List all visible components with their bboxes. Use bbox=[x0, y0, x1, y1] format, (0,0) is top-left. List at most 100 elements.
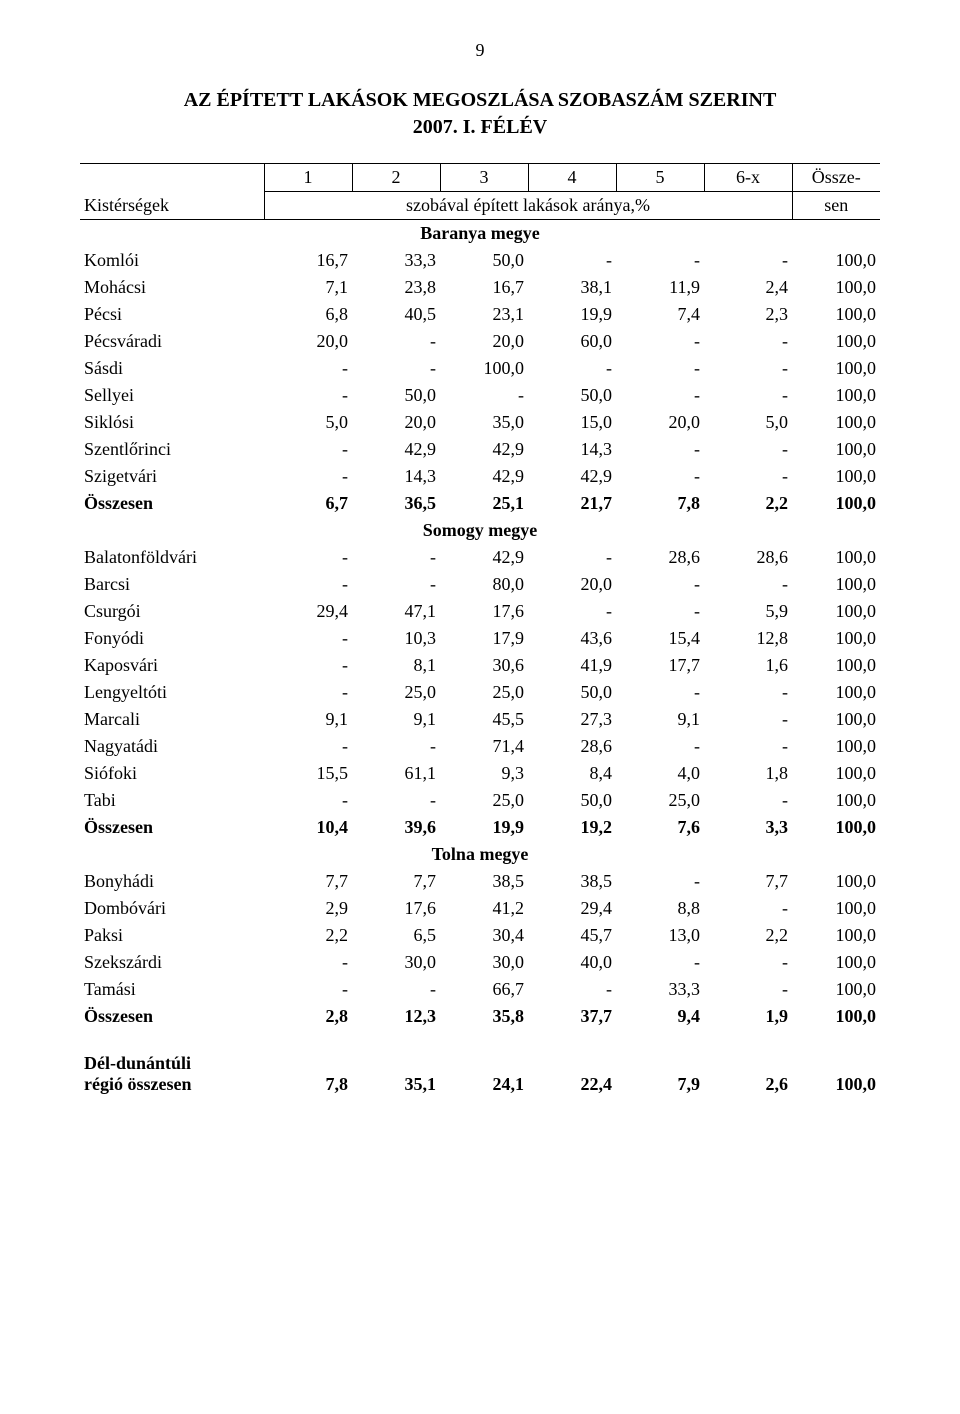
cell-value: 20,0 bbox=[264, 328, 352, 355]
cell-value: 6,8 bbox=[264, 301, 352, 328]
row-label: Sellyei bbox=[80, 382, 264, 409]
page-title-line2: 2007. I. FÉLÉV bbox=[80, 116, 880, 139]
cell-value: 100,0 bbox=[792, 733, 880, 760]
row-label: Siklósi bbox=[80, 409, 264, 436]
cell-value: 100,0 bbox=[792, 1050, 880, 1098]
cell-value: 42,9 bbox=[440, 544, 528, 571]
table-row: Fonyódi-10,317,943,615,412,8100,0 bbox=[80, 625, 880, 652]
table-row: Pécsváradi20,0-20,060,0--100,0 bbox=[80, 328, 880, 355]
cell-value: 80,0 bbox=[440, 571, 528, 598]
cell-value: - bbox=[616, 598, 704, 625]
cell-value: 15,4 bbox=[616, 625, 704, 652]
cell-value: - bbox=[264, 571, 352, 598]
cell-value: - bbox=[704, 976, 792, 1003]
cell-value: 60,0 bbox=[528, 328, 616, 355]
cell-value: 14,3 bbox=[352, 463, 440, 490]
cell-value: 33,3 bbox=[352, 247, 440, 274]
cell-value: - bbox=[616, 355, 704, 382]
table-row: Csurgói29,447,117,6--5,9100,0 bbox=[80, 598, 880, 625]
cell-value: 42,9 bbox=[352, 436, 440, 463]
cell-value: 6,7 bbox=[264, 490, 352, 517]
cell-value: 20,0 bbox=[616, 409, 704, 436]
document-page: 9 AZ ÉPÍTETT LAKÁSOK MEGOSZLÁSA SZOBASZÁ… bbox=[0, 0, 960, 1414]
table-row: Pécsi6,840,523,119,97,42,3100,0 bbox=[80, 301, 880, 328]
cell-value: 5,9 bbox=[704, 598, 792, 625]
cell-value: 61,1 bbox=[352, 760, 440, 787]
table-row: Összesen2,812,335,837,79,41,9100,0 bbox=[80, 1003, 880, 1030]
cell-value: 29,4 bbox=[528, 895, 616, 922]
cell-value: 100,0 bbox=[440, 355, 528, 382]
header-szobaval: szobával épített lakások aránya,% bbox=[264, 192, 792, 220]
cell-value: - bbox=[352, 787, 440, 814]
section-title-row: Somogy megye bbox=[80, 517, 880, 544]
cell-value: 9,3 bbox=[440, 760, 528, 787]
section-title-row: Baranya megye bbox=[80, 220, 880, 248]
cell-value: 7,4 bbox=[616, 301, 704, 328]
table-row: Szentlőrinci-42,942,914,3--100,0 bbox=[80, 436, 880, 463]
cell-value: 42,9 bbox=[440, 463, 528, 490]
header-col-3: 3 bbox=[440, 164, 528, 192]
cell-value: - bbox=[264, 733, 352, 760]
cell-value: 37,7 bbox=[528, 1003, 616, 1030]
table-row: Siklósi5,020,035,015,020,05,0100,0 bbox=[80, 409, 880, 436]
table-row: Összesen10,439,619,919,27,63,3100,0 bbox=[80, 814, 880, 841]
cell-value: 2,8 bbox=[264, 1003, 352, 1030]
table-body: Baranya megyeKomlói16,733,350,0---100,0M… bbox=[80, 220, 880, 1099]
cell-value: - bbox=[264, 976, 352, 1003]
cell-value: 45,7 bbox=[528, 922, 616, 949]
cell-value: 100,0 bbox=[792, 436, 880, 463]
cell-value: - bbox=[616, 247, 704, 274]
cell-value: 42,9 bbox=[528, 463, 616, 490]
cell-value: 45,5 bbox=[440, 706, 528, 733]
cell-value: 3,3 bbox=[704, 814, 792, 841]
cell-value: 23,1 bbox=[440, 301, 528, 328]
cell-value: - bbox=[704, 463, 792, 490]
row-label: Komlói bbox=[80, 247, 264, 274]
cell-value: - bbox=[704, 949, 792, 976]
cell-value: 100,0 bbox=[792, 463, 880, 490]
cell-value: - bbox=[352, 571, 440, 598]
cell-value: 19,9 bbox=[528, 301, 616, 328]
row-label: Csurgói bbox=[80, 598, 264, 625]
cell-value: 30,4 bbox=[440, 922, 528, 949]
cell-value: 38,5 bbox=[528, 868, 616, 895]
cell-value: 35,0 bbox=[440, 409, 528, 436]
cell-value: - bbox=[352, 976, 440, 1003]
cell-value: 30,6 bbox=[440, 652, 528, 679]
cell-value: - bbox=[264, 949, 352, 976]
cell-value: 21,7 bbox=[528, 490, 616, 517]
cell-value: - bbox=[616, 679, 704, 706]
cell-value: 10,3 bbox=[352, 625, 440, 652]
table-row: Bonyhádi7,77,738,538,5-7,7100,0 bbox=[80, 868, 880, 895]
cell-value: - bbox=[616, 733, 704, 760]
cell-value: 4,0 bbox=[616, 760, 704, 787]
cell-value: 27,3 bbox=[528, 706, 616, 733]
row-label: Dombóvári bbox=[80, 895, 264, 922]
table-row: Barcsi--80,020,0--100,0 bbox=[80, 571, 880, 598]
cell-value: 1,9 bbox=[704, 1003, 792, 1030]
header-col-2: 2 bbox=[352, 164, 440, 192]
cell-value: 43,6 bbox=[528, 625, 616, 652]
row-label: Lengyeltóti bbox=[80, 679, 264, 706]
table-row: Mohácsi7,123,816,738,111,92,4100,0 bbox=[80, 274, 880, 301]
cell-value: 7,9 bbox=[616, 1050, 704, 1098]
table-row: Nagyatádi--71,428,6--100,0 bbox=[80, 733, 880, 760]
cell-value: 100,0 bbox=[792, 301, 880, 328]
cell-value: 35,1 bbox=[352, 1050, 440, 1098]
cell-value: 100,0 bbox=[792, 409, 880, 436]
cell-value: 50,0 bbox=[352, 382, 440, 409]
row-label: Dél-dunántúlirégió összesen bbox=[80, 1050, 264, 1098]
cell-value: 13,0 bbox=[616, 922, 704, 949]
cell-value: 28,6 bbox=[704, 544, 792, 571]
cell-value: 12,3 bbox=[352, 1003, 440, 1030]
cell-value: 100,0 bbox=[792, 544, 880, 571]
cell-value: 38,5 bbox=[440, 868, 528, 895]
cell-value: 24,1 bbox=[440, 1050, 528, 1098]
cell-value: - bbox=[616, 463, 704, 490]
table-row: Kaposvári-8,130,641,917,71,6100,0 bbox=[80, 652, 880, 679]
cell-value: 25,0 bbox=[440, 679, 528, 706]
cell-value: 12,8 bbox=[704, 625, 792, 652]
row-label: Mohácsi bbox=[80, 274, 264, 301]
cell-value: - bbox=[616, 949, 704, 976]
cell-value: 100,0 bbox=[792, 949, 880, 976]
